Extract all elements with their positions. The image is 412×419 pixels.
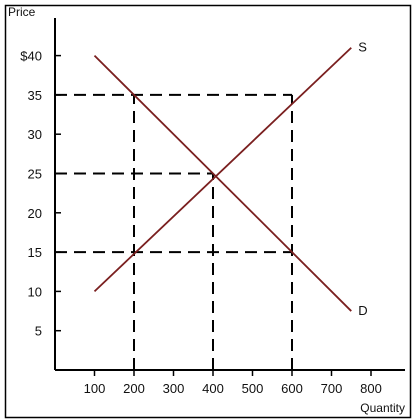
reference-lines	[55, 93, 293, 370]
x-tick-label-100: 100	[84, 381, 106, 396]
x-tick-label-700: 700	[321, 381, 343, 396]
y-tick-label-35: 35	[28, 88, 42, 103]
y-tick-label-30: 30	[28, 127, 42, 142]
curve-label-D: D	[358, 303, 367, 318]
x-tick-label-800: 800	[360, 381, 382, 396]
x-tick-label-400: 400	[202, 381, 224, 396]
x-axis-title: Quantity	[360, 401, 405, 415]
curve-label-S: S	[358, 40, 367, 55]
chart-border	[4, 4, 412, 419]
y-tick-label-25: 25	[28, 167, 42, 182]
curves: SD	[93, 40, 368, 318]
y-tick-label-40: $40	[20, 49, 42, 64]
x-tick-label-200: 200	[123, 381, 145, 396]
x-tick-label-600: 600	[281, 381, 303, 396]
x-tick-label-500: 500	[242, 381, 264, 396]
axes	[54, 18, 405, 371]
y-tick-label-5: 5	[35, 324, 42, 339]
y-tick-label-20: 20	[28, 206, 42, 221]
curve-S	[93, 47, 352, 293]
y-axis-title: Price	[8, 5, 36, 19]
labels: Price Quantity	[8, 5, 405, 415]
curve-D	[93, 54, 352, 312]
y-tick-label-10: 10	[28, 284, 42, 299]
ticks: 5 10 15 20 25 30 35 $40 100 200 300 400 500 600 700 800	[20, 49, 382, 396]
x-tick-label-300: 300	[163, 381, 185, 396]
y-tick-label-15: 15	[28, 245, 42, 260]
